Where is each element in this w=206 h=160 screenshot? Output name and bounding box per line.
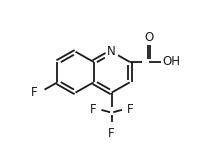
Text: F: F [31,86,38,99]
Text: F: F [126,103,133,116]
Text: N: N [107,45,116,58]
Text: O: O [144,31,154,44]
Text: F: F [108,127,115,140]
Text: OH: OH [162,55,180,68]
Text: F: F [90,103,97,116]
